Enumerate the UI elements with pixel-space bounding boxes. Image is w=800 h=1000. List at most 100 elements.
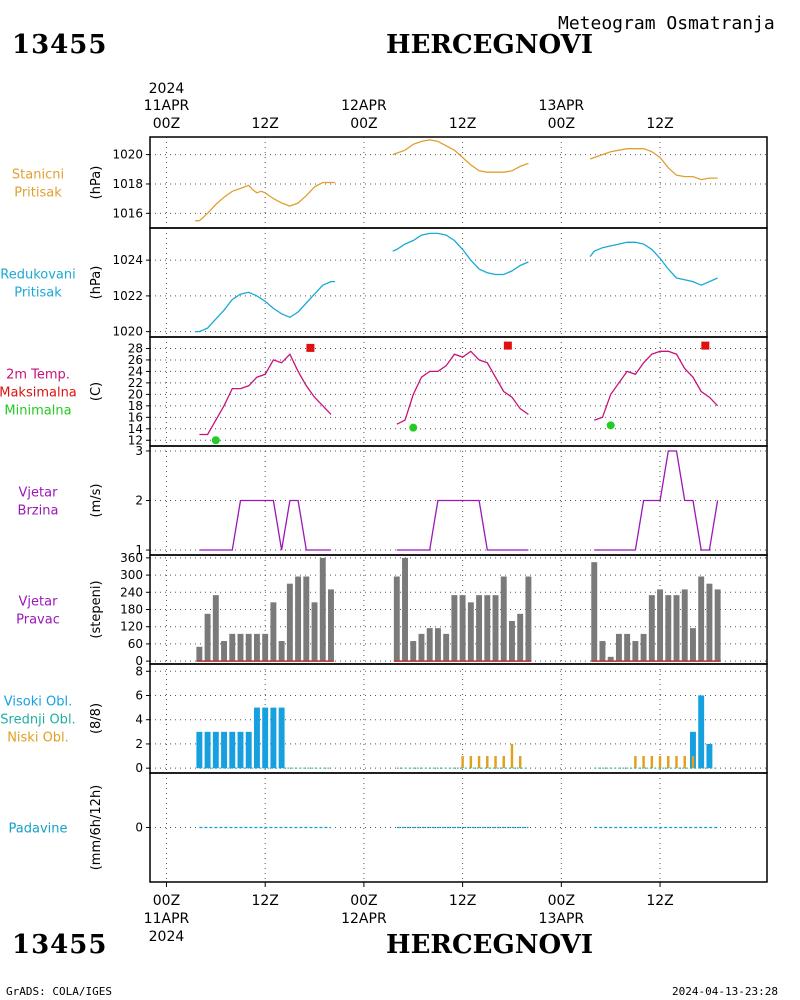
series-line-1-2 [589, 241, 718, 286]
high-cloud-bar-47 [698, 695, 705, 769]
tmin-marker-2 [606, 421, 615, 430]
direction-bar-23 [443, 633, 450, 662]
y-tick-label-0-0: 1016 [112, 206, 143, 220]
bottom-hour-label-4: 00Z [548, 893, 575, 909]
bottom-hour-label-5: 12Z [646, 893, 673, 909]
direction-bar-30 [500, 576, 507, 662]
direction-bar-28 [484, 595, 491, 662]
direction-bar-43 [665, 595, 672, 662]
panel-label-1-1: Pritisak [14, 286, 62, 301]
direction-bar-42 [657, 589, 664, 662]
bottom-hour-label-3: 12Z [449, 893, 476, 909]
top-hour-label-2: 00Z [350, 116, 377, 132]
top-date-label-2: 12APR [341, 98, 387, 114]
high-cloud-bar-3 [221, 731, 228, 769]
y-tick-label-3-2: 3 [135, 444, 143, 458]
panel-label-0-1: Pritisak [14, 186, 62, 201]
direction-bar-2 [212, 595, 219, 662]
tmax-marker-1 [503, 341, 512, 350]
direction-bar-47 [698, 576, 705, 662]
high-cloud-bar-0 [196, 731, 203, 769]
station-name-bottom: HERCEGNOVI [386, 930, 593, 960]
bottom-year-label: 2024 [149, 929, 185, 945]
low-cloud-bar-26 [469, 756, 473, 769]
unit-label-4: (stepeni) [89, 580, 104, 638]
high-cloud-bar-2 [212, 731, 219, 769]
direction-bar-39 [632, 641, 639, 662]
direction-bar-3 [221, 641, 228, 662]
panel-label-1-0: Redukovani [0, 268, 75, 283]
direction-bar-29 [492, 595, 499, 662]
unit-label-5: (8/8) [89, 703, 104, 734]
low-cloud-bar-45 [683, 756, 686, 769]
panel-label-2-2: Minimalna [4, 404, 71, 419]
unit-label-3: (m/s) [89, 484, 104, 518]
top-hour-label-1: 12Z [251, 116, 278, 132]
y-tick-label-2-3: 18 [128, 399, 143, 413]
station-name-top: HERCEGNOVI [386, 30, 593, 60]
panel-label-3-0: Vjetar [19, 486, 59, 501]
direction-bar-0 [196, 646, 203, 662]
y-tick-label-0-1: 1018 [112, 177, 143, 191]
high-cloud-bar-46 [689, 731, 696, 769]
direction-bar-48 [706, 583, 713, 662]
panel-label-5-1: Srednji Obl. [0, 713, 75, 728]
low-cloud-bar-42 [658, 756, 662, 769]
panel-label-6-0: Padavine [9, 822, 68, 837]
high-cloud-bar-6 [245, 731, 252, 769]
top-date-label-4: 13APR [539, 98, 585, 114]
series-line-3-1 [396, 499, 529, 551]
low-cloud-bar-27 [477, 756, 481, 769]
y-tick-label-5-3: 6 [135, 688, 143, 702]
bottom-hour-label-1: 12Z [251, 893, 278, 909]
series-line-1-0 [195, 280, 336, 333]
direction-bar-33 [525, 576, 532, 662]
series-line-2-1 [396, 350, 529, 425]
direction-bar-9 [270, 602, 277, 662]
bottom-hour-label-2: 00Z [350, 893, 377, 909]
direction-bar-18 [402, 557, 408, 662]
direction-bar-5 [237, 633, 244, 662]
unit-label-6: (mm/6h/12h) [89, 785, 104, 871]
direction-bar-15 [319, 557, 326, 662]
y-tick-label-1-1: 1022 [112, 289, 143, 303]
station-id-bottom: 13455 [12, 930, 108, 960]
low-cloud-bar-40 [642, 756, 645, 769]
high-cloud-bar-7 [253, 707, 260, 769]
direction-bar-35 [599, 641, 606, 662]
direction-bar-4 [229, 633, 236, 662]
low-cloud-bar-28 [486, 756, 489, 769]
top-hour-label-3: 12Z [449, 116, 476, 132]
direction-bar-32 [517, 613, 524, 662]
y-tick-label-2-0: 12 [128, 433, 143, 447]
y-tick-label-4-6: 360 [120, 551, 143, 565]
direction-bar-7 [253, 633, 260, 662]
y-tick-label-5-2: 4 [135, 713, 143, 727]
y-tick-label-5-4: 8 [135, 664, 143, 678]
high-cloud-bar-9 [270, 707, 277, 769]
panel-label-4-1: Pravac [16, 613, 60, 628]
y-tick-label-4-0: 0 [135, 654, 143, 668]
y-tick-label-2-8: 28 [128, 341, 143, 355]
series-line-3-2 [594, 450, 719, 551]
y-tick-label-4-1: 60 [128, 637, 143, 651]
generation-timestamp: 2024-04-13-23:28 [672, 985, 778, 998]
tmax-marker-0 [306, 343, 315, 352]
direction-bar-44 [673, 595, 680, 662]
unit-label-2: (C) [89, 382, 104, 401]
y-tick-label-0-2: 1020 [112, 148, 143, 162]
grads-credit: GrADS: COLA/IGES [6, 985, 112, 998]
series-line-0-0 [195, 181, 336, 222]
y-tick-label-2-2: 16 [128, 410, 143, 424]
direction-bar-24 [451, 595, 458, 662]
series-line-3-0 [199, 499, 331, 551]
top-hour-label-5: 12Z [646, 116, 673, 132]
panel-label-3-1: Brzina [18, 504, 59, 519]
direction-bar-6 [245, 633, 252, 662]
direction-bar-22 [434, 628, 441, 662]
tmin-marker-1 [409, 423, 418, 432]
series-line-1-1 [392, 232, 529, 276]
series-line-2-0 [199, 353, 332, 436]
series-line-0-2 [589, 148, 718, 181]
